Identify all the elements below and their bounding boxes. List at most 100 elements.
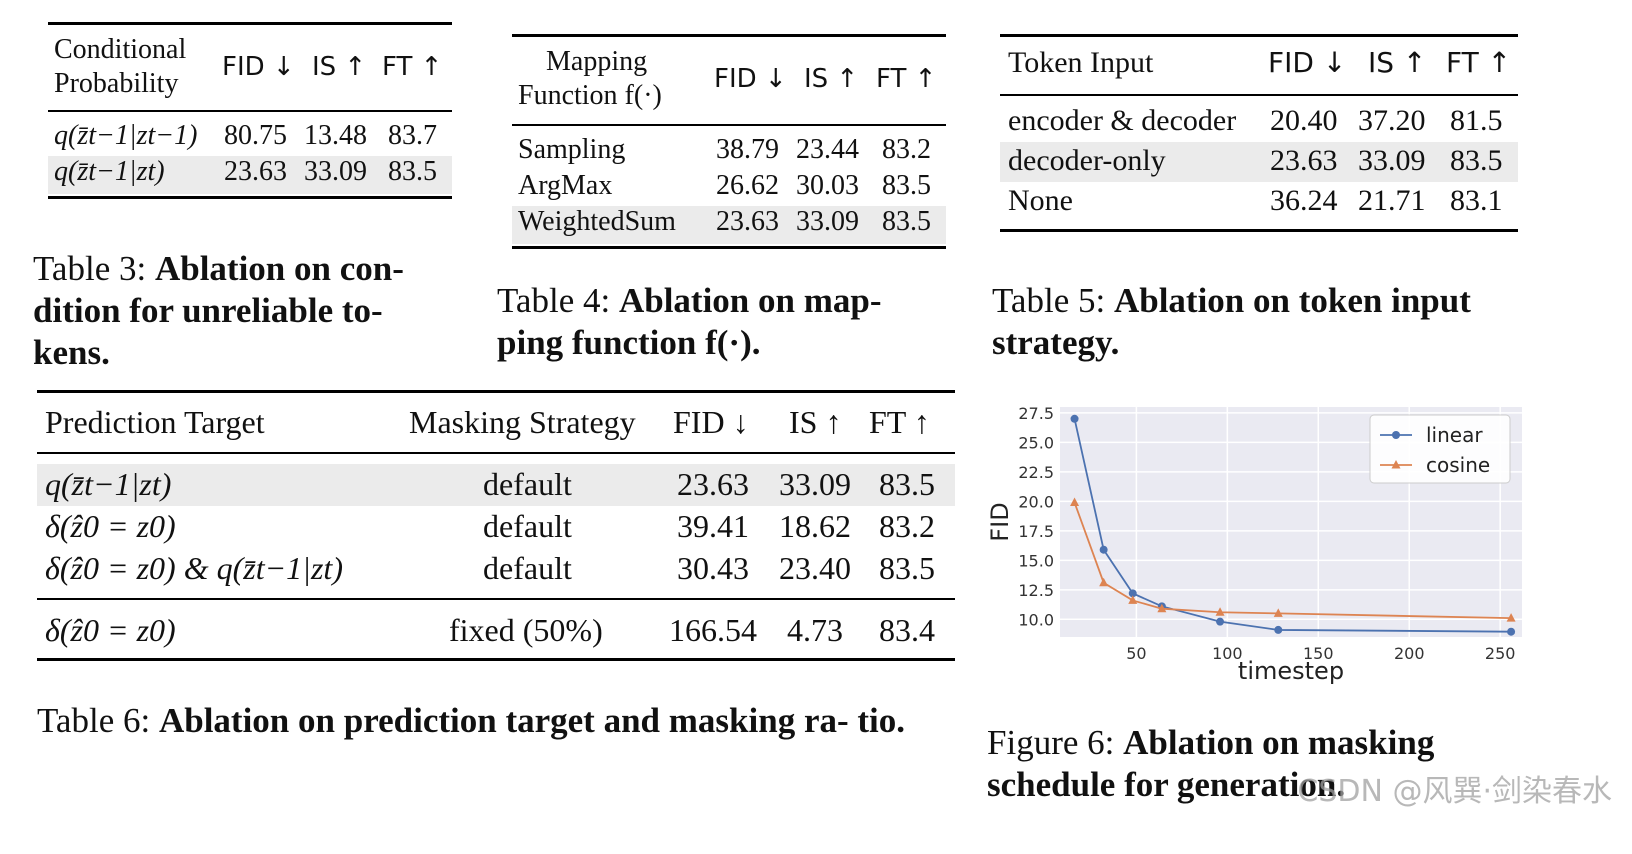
table-6-header-mask: Masking Strategy <box>409 404 636 440</box>
table-6-row-3-label: δ(ẑ0 = z0) & q(z̄t−1|zt) <box>45 550 343 586</box>
table-3-header-label-line2: Probability <box>54 68 179 99</box>
table-4-row-2-fid: 26.62 <box>716 170 779 201</box>
x-tick-label: 200 <box>1394 644 1425 663</box>
table-6-row-4-is: 4.73 <box>787 612 843 648</box>
table-4: Mapping Function f(·) FID ↓ IS ↑ FT ↑ Sa… <box>512 34 946 252</box>
table-6-row-1-is: 33.09 <box>779 466 851 502</box>
table-5-top-rule <box>1000 34 1518 37</box>
data-point-cosine <box>1099 577 1109 587</box>
y-tick-labels: 10.0 12.5 15.0 17.5 20.0 22.5 25.0 27.5 <box>1018 404 1054 629</box>
table-4-row-3-ft: 83.5 <box>882 206 931 237</box>
table-3-header-is: IS ↑ <box>312 52 367 82</box>
x-axis-label: timestep <box>1238 657 1344 685</box>
table-6-row-2-ft: 83.2 <box>879 508 935 544</box>
table-6-row-1-ft: 83.5 <box>879 466 935 502</box>
table-5-row-2-shade <box>1000 142 1518 182</box>
table-4-caption-bold: Ablation on map- ping function f(·). <box>497 281 882 362</box>
table-4-bottom-rule <box>512 246 946 249</box>
table-3-mid-rule <box>48 110 452 112</box>
x-tick-label: 250 <box>1485 644 1516 663</box>
table-4-row-1-fid: 38.79 <box>716 134 779 165</box>
table-4-row-2-label: ArgMax <box>518 170 613 201</box>
table-5-row-1-is: 37.20 <box>1358 104 1426 137</box>
data-point-linear <box>1099 545 1108 554</box>
table-5-row-3-fid: 36.24 <box>1270 184 1338 217</box>
table-3-caption-prefix: Table 3: <box>33 249 147 288</box>
table-6-row-1-label: q(z̄t−1|zt) <box>45 466 172 502</box>
table-3-header-ft: FT ↑ <box>382 52 443 82</box>
table-4-caption: Table 4: Ablation on map- ping function … <box>497 280 953 364</box>
table-5-row-1-fid: 20.40 <box>1270 104 1338 137</box>
data-point-cosine <box>1215 607 1225 616</box>
table-4-row-3-fid: 23.63 <box>716 206 779 237</box>
table-6-row-2-mask: default <box>483 508 572 544</box>
legend-box <box>1369 414 1511 484</box>
table-5-row-3-is: 21.71 <box>1358 184 1426 217</box>
data-point-linear <box>1274 625 1283 634</box>
table-6-row-1-shade <box>37 464 955 506</box>
series-group <box>1070 414 1516 636</box>
table-5-bottom-rule <box>1000 229 1518 232</box>
y-tick-label: 25.0 <box>1018 433 1054 452</box>
table-6-row-2-is: 18.62 <box>779 508 851 544</box>
legend-marker-cosine <box>1391 460 1401 469</box>
table-5-header-fid: FID ↓ <box>1268 46 1347 79</box>
table-6-row-2-label: δ(ẑ0 = z0) <box>45 508 176 544</box>
table-3-row-2-label: q(z̄t−1|zt) <box>54 156 165 187</box>
data-point-cosine <box>1128 595 1138 604</box>
table-6-top-rule <box>37 390 955 393</box>
table-4-header-label-line1: Mapping <box>546 46 648 77</box>
table-6-caption: Table 6: Ablation on prediction target a… <box>37 700 952 742</box>
table-6-row-4-mask: fixed (50%) <box>449 612 603 648</box>
table-5-header-label: Token Input <box>1008 46 1154 79</box>
table-3-caption: Table 3: Ablation on con- dition for unr… <box>33 248 458 374</box>
table-3-caption-bold: Ablation on con- dition for unreliable t… <box>33 249 404 372</box>
figure-6-chart: 10.0 12.5 15.0 17.5 20.0 22.5 25.0 27.5 50 100 15… <box>986 404 1522 685</box>
data-point-cosine <box>1506 613 1516 622</box>
table-6-row-3-ft: 83.5 <box>879 550 935 586</box>
x-tick-labels: 50 100 150 200 250 <box>1126 644 1515 663</box>
table-5-caption: Table 5: Ablation on token input strateg… <box>992 280 1532 364</box>
csdn-watermark: CSDN @风巽·剑染春水 <box>1297 774 1612 809</box>
table-4-header-fid: FID ↓ <box>714 64 787 94</box>
legend-label-cosine: cosine <box>1426 453 1490 477</box>
table-4-row-1-ft: 83.2 <box>882 134 931 165</box>
table-6-caption-prefix: Table 6: <box>37 701 151 740</box>
data-point-cosine <box>1157 603 1167 613</box>
table-4-row-1-label: Sampling <box>518 134 626 165</box>
table-5-caption-bold: Ablation on token input strategy. <box>992 281 1471 362</box>
y-tick-label: 22.5 <box>1018 463 1054 482</box>
table-6-row-3-is: 23.40 <box>779 550 851 586</box>
table-6-row-3-fid: 30.43 <box>677 550 749 586</box>
table-3-row-1-ft: 83.7 <box>388 120 437 151</box>
table-6-row-4-ft: 83.4 <box>879 612 935 648</box>
table-5: Token Input FID ↓ IS ↑ FT ↑ encoder & de… <box>1000 34 1518 234</box>
table-6-row-2-fid: 39.41 <box>677 508 749 544</box>
table-3-row-2-shade <box>48 156 452 194</box>
y-axis-label: FID <box>986 502 1014 541</box>
table-4-row-3-is: 33.09 <box>796 206 859 237</box>
table-6-row-1-mask: default <box>483 466 572 502</box>
table-5-header-ft: FT ↑ <box>1446 46 1512 79</box>
table-6-header-target: Prediction Target <box>45 404 265 440</box>
table-5-header-is: IS ↑ <box>1368 46 1427 79</box>
table-6-header-ft: FT ↑ <box>869 404 930 440</box>
table-5-caption-prefix: Table 5: <box>992 281 1106 320</box>
table-3-bottom-rule <box>48 196 452 199</box>
x-tick-label: 50 <box>1126 644 1146 663</box>
table-4-row-3-shade <box>512 206 946 244</box>
table-6-row-4-label: δ(ẑ0 = z0) <box>45 612 176 648</box>
grid-lines <box>1060 407 1522 637</box>
figure-6-caption: Figure 6: Ablation on masking schedule f… <box>987 722 1527 806</box>
table-3-header-fid: FID ↓ <box>222 52 295 82</box>
table-3-row-1-fid: 80.75 <box>224 120 287 151</box>
table-4-row-1-is: 23.44 <box>796 134 859 165</box>
table-6-row-3-mask: default <box>483 550 572 586</box>
table-4-row-2-is: 30.03 <box>796 170 859 201</box>
table-6-section-rule <box>37 598 955 600</box>
legend-label-linear: linear <box>1426 423 1483 447</box>
data-point-linear <box>1507 627 1516 636</box>
chart-legend: linear cosine <box>1369 414 1511 484</box>
y-tick-label: 27.5 <box>1018 404 1054 423</box>
figure-6-caption-bold: Ablation on masking schedule for generat… <box>987 723 1435 804</box>
